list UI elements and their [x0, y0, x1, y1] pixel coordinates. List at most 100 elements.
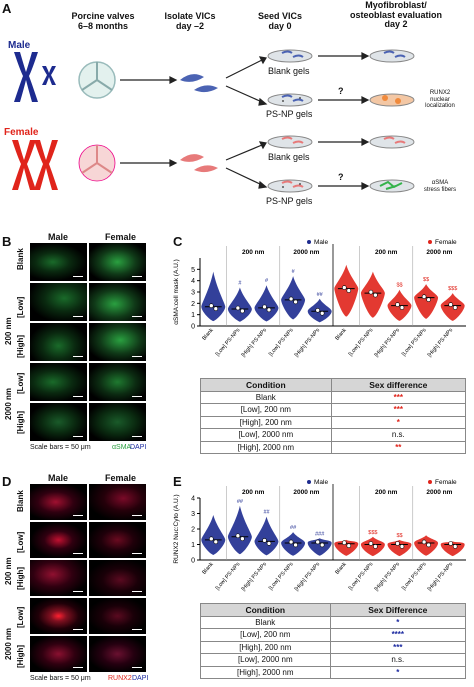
- replicate-point: [266, 541, 272, 546]
- size-group-label: 2000 nm: [426, 249, 452, 256]
- micrograph-d-female-low-200: [89, 522, 146, 558]
- micrograph-b-male-low-200: [30, 283, 87, 321]
- eval-dish-psnp-female: [369, 179, 415, 193]
- x-tick-label: [Low] PS-NPs: [268, 327, 295, 357]
- eval-dish-psnp-male: [369, 93, 415, 107]
- y-tick-label: 0: [191, 558, 195, 565]
- violin-shape: [254, 516, 279, 556]
- x-tick-label: [High] PS-NPs: [427, 561, 455, 592]
- size-group-label: 2000 nm: [293, 489, 319, 496]
- violin-shape: [387, 539, 412, 557]
- micrograph-b-female-low-2000: [89, 363, 146, 401]
- x-tick-label: [High] PS-NPs: [374, 561, 402, 592]
- y-tick-label: 3: [191, 290, 195, 297]
- replicate-point: [262, 538, 267, 543]
- significance-annotation: #: [238, 280, 242, 286]
- table-row: [High], 2000 nm **: [200, 440, 467, 454]
- y-tick-label: 1: [191, 312, 195, 319]
- y-tick-label: 4: [191, 496, 195, 503]
- panel-d-row-low-200: [Low]: [16, 531, 25, 553]
- y-axis-label: αSMA:cell mask (A.U.): [173, 259, 180, 325]
- y-tick-label: 3: [191, 511, 195, 518]
- panel-a-schematic: [12, 49, 415, 193]
- panel-d-row-blank: Blank: [16, 490, 25, 512]
- significance-annotation: $$: [396, 283, 402, 289]
- violin-shape: [414, 284, 439, 319]
- replicate-point: [399, 305, 405, 310]
- male-vic-cells: [180, 74, 218, 93]
- micrograph-b-female-low-200: [89, 283, 146, 321]
- question-mark-female: ?: [338, 172, 344, 182]
- y-tick-label: 2: [191, 301, 195, 308]
- legend-male-label: Male: [314, 239, 328, 246]
- micrograph-b-male-high-200: [30, 323, 87, 361]
- x-tick-label: [Low] PS-NPs: [348, 561, 375, 591]
- replicate-point: [368, 289, 374, 295]
- header-evaluation: Myofibroblast/ osteoblast evaluation day…: [349, 0, 443, 30]
- size-group-label: 2000 nm: [293, 249, 319, 256]
- micrograph-d-female-low-2000: [89, 598, 146, 634]
- panel-d-col-female: Female: [105, 473, 137, 483]
- violin-shape: [440, 541, 465, 557]
- replicate-point: [315, 307, 320, 313]
- panel-d-col-male: Male: [48, 473, 69, 483]
- eval-dish-blank-female: [369, 135, 415, 149]
- significance-annotation: $$: [423, 277, 429, 283]
- table-row: [High], 200 nm ***: [200, 640, 467, 654]
- replicate-point: [293, 299, 298, 305]
- x-tick-label: [Low] PS-NPs: [215, 561, 242, 591]
- panel-b-group-2000: 2000 nm: [4, 387, 13, 420]
- significance-annotation: ###: [315, 531, 325, 537]
- table-cell: [High], 2000 nm: [200, 440, 332, 454]
- replicate-point: [240, 308, 245, 314]
- y-tick-label: 1: [191, 542, 195, 549]
- panel-b-row-low-2000: [Low]: [16, 372, 25, 394]
- panel-b-row-high-2000: [High]: [16, 410, 25, 434]
- eval-dish-blank-male: [369, 49, 415, 63]
- significance-annotation: ##: [263, 510, 270, 516]
- micrograph-d-male-blank: [30, 484, 87, 520]
- micrograph-b-female-high-200: [89, 323, 146, 361]
- violin-chart-e: 0 1 2 3 4 RUNX2 Nuc:Cyto (A.U.) Male Female 200 …: [173, 479, 466, 592]
- table-e: Condition Sex Difference Blank * [Low], 20…: [200, 603, 467, 679]
- replicate-point: [342, 540, 347, 546]
- replicate-point: [399, 544, 405, 549]
- x-tick-label: [High] PS-NPs: [241, 327, 269, 358]
- table-cell: *: [329, 665, 467, 679]
- violin-shape: [227, 287, 252, 322]
- x-tick-label: [High] PS-NPs: [294, 327, 322, 358]
- table-c-header: Condition Sex difference: [200, 378, 467, 392]
- violin-chart-c: 0 1 2 3 4 5 αSMA:cell mask (A.U.) Male Female 200…: [173, 239, 466, 358]
- x-tick-label: [Low] PS-NPs: [401, 561, 428, 591]
- table-row: [Low], 200 nm ***: [200, 403, 467, 417]
- table-c: Condition Sex difference Blank *** [Low], …: [200, 378, 467, 454]
- panel-a-label: A: [2, 1, 12, 16]
- gel-dish-psnp-male: [267, 93, 313, 107]
- panel-b-stain-dapi: DAPI: [130, 444, 147, 451]
- violin-shape: [254, 285, 279, 322]
- replicate-point: [368, 541, 374, 546]
- micrograph-d-female-high-200: [89, 560, 146, 596]
- table-cell: [High], 200 nm: [200, 415, 332, 429]
- table-cell: Blank: [200, 390, 332, 404]
- panel-b-col-female: Female: [105, 232, 137, 242]
- female-vic-cells: [180, 154, 218, 173]
- replicate-point: [235, 305, 241, 311]
- violin-shape: [360, 271, 385, 318]
- replicate-point: [319, 542, 325, 548]
- panel-b-group-200: 200 nm: [4, 317, 13, 345]
- micrograph-d-female-blank: [89, 484, 146, 520]
- size-group-label: 200 nm: [242, 249, 265, 256]
- micrograph-d-male-low-200: [30, 522, 87, 558]
- violin-shape: [201, 515, 226, 555]
- significance-annotation: #: [292, 269, 296, 275]
- x-tick-label: [Low] PS-NPs: [348, 327, 375, 357]
- replicate-point: [213, 306, 219, 312]
- replicate-point: [452, 544, 458, 549]
- panel-d-stain-runx2: RUNX2: [108, 675, 132, 682]
- table-e-header-sex: Sex Difference: [329, 603, 467, 617]
- violin-shape: [360, 536, 385, 557]
- replicate-point: [213, 539, 219, 545]
- panel-b-row-low-200: [Low]: [16, 296, 25, 318]
- table-cell: **: [330, 440, 467, 454]
